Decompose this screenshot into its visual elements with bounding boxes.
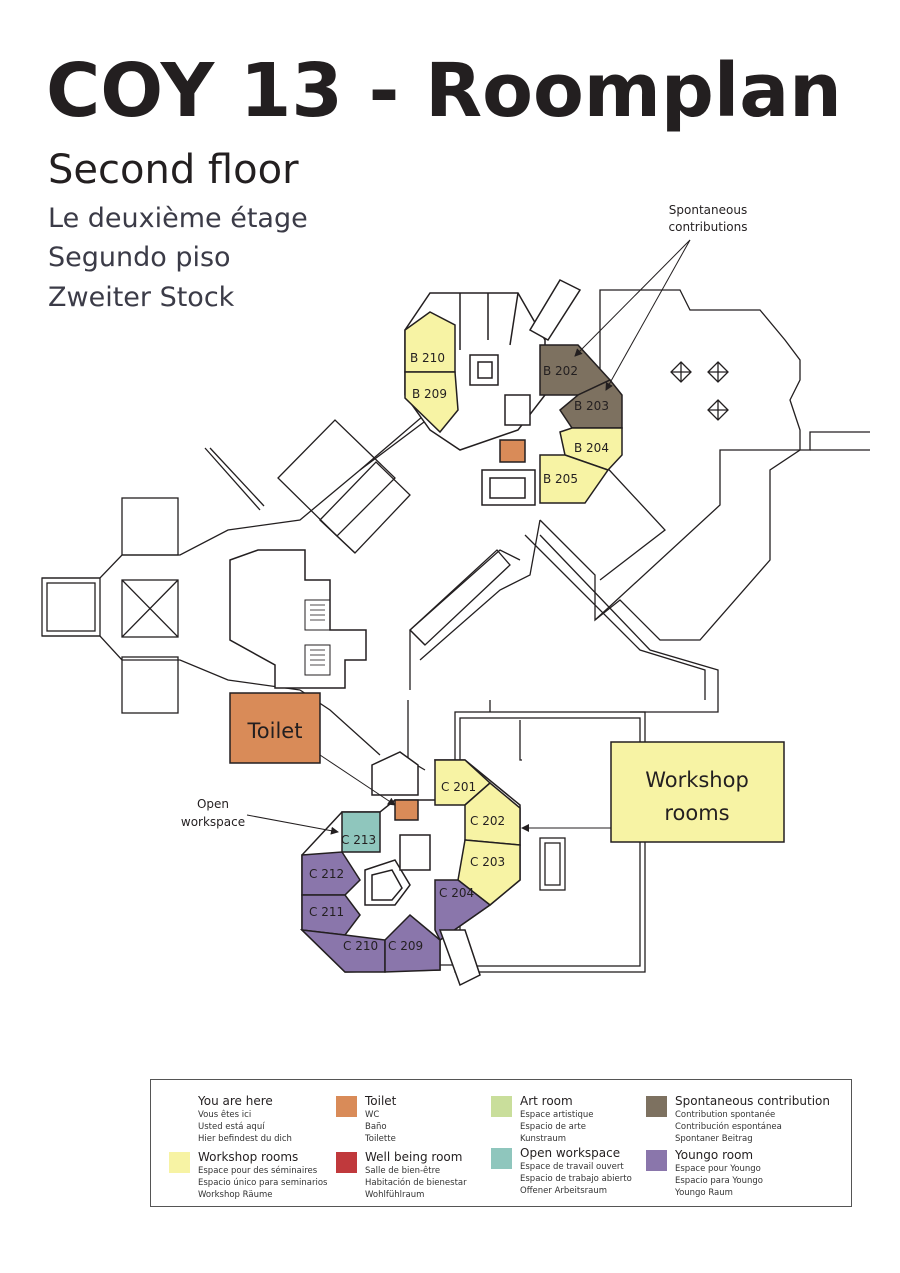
- legend-sub: Baño: [365, 1122, 387, 1132]
- legend-sub: Spontaner Beitrag: [675, 1134, 753, 1144]
- room-b209: [404, 371, 459, 434]
- workshop-callout-line2: rooms: [664, 801, 729, 825]
- central-stair-block: [229, 549, 367, 689]
- legend-title: You are here: [198, 1094, 273, 1108]
- room-label-b210: B 210: [410, 351, 445, 365]
- legend-title: Youngo room: [675, 1148, 754, 1162]
- toilet-b-block: [499, 439, 526, 463]
- room-c204: [434, 879, 492, 942]
- legend-sub: WC: [365, 1110, 380, 1120]
- room-label-c213: C 213: [341, 833, 376, 847]
- room-label-b205: B 205: [543, 472, 578, 486]
- open-workspace-label-line1: Open: [197, 797, 229, 811]
- legend-sub: Offener Arbeitsraum: [520, 1186, 608, 1196]
- legend-sub: Habitación de bienestar: [365, 1178, 467, 1188]
- legend-sub: Espace artistique: [520, 1110, 594, 1120]
- legend-sub: Contribución espontánea: [675, 1122, 782, 1132]
- room-label-c209: C 209: [388, 939, 423, 953]
- page-title: COY 13 - Roomplan: [46, 48, 842, 134]
- workshop-callout-line1: Workshop: [645, 768, 749, 792]
- legend-sub: Hier befindest du dich: [198, 1134, 292, 1144]
- workshop-callout: Workshop rooms: [521, 741, 785, 843]
- legend-swatch: [491, 1096, 512, 1117]
- room-b210: [404, 311, 456, 373]
- legend-swatch: [336, 1152, 357, 1173]
- legend-swatch: [336, 1096, 357, 1117]
- toilet-c-block: [394, 799, 419, 821]
- legend-title: Spontaneous contribution: [675, 1094, 830, 1108]
- room-c212: [301, 851, 361, 896]
- legend-sub: Youngo Raum: [675, 1188, 733, 1198]
- spontaneous-callout: Spontaneous contributions: [574, 203, 748, 391]
- legend-sub: Usted está aquí: [198, 1122, 265, 1132]
- legend-sub: Espace pour Youngo: [675, 1164, 761, 1174]
- room-label-c212: C 212: [309, 867, 344, 881]
- legend-swatch: [491, 1148, 512, 1169]
- room-b205: [539, 454, 610, 504]
- room-label-b204: B 204: [574, 441, 609, 455]
- legend-sub: Toilette: [365, 1134, 396, 1144]
- legend-sub: Espace pour des séminaires: [198, 1166, 318, 1176]
- legend-sub: Salle de bien-être: [365, 1166, 441, 1176]
- legend-sub: Espace de travail ouvert: [520, 1162, 624, 1172]
- legend-title: Art room: [520, 1094, 573, 1108]
- spontaneous-label-line2: contributions: [669, 220, 748, 234]
- room-label-b202: B 202: [543, 364, 578, 378]
- legend-sub: Espacio único para seminarios: [198, 1178, 328, 1188]
- b-building: [404, 279, 623, 506]
- floor-german: Zweiter Stock: [48, 282, 235, 313]
- room-c203: [457, 839, 521, 906]
- room-c209: [384, 913, 441, 973]
- legend-sub: Contribution spontanée: [675, 1110, 776, 1120]
- legend-title: Workshop rooms: [198, 1150, 299, 1164]
- legend-sub: Espacio de trabajo abierto: [520, 1174, 632, 1184]
- spontaneous-label-line1: Spontaneous: [669, 203, 747, 217]
- room-label-c204: C 204: [439, 886, 474, 900]
- legend-swatch: [646, 1150, 667, 1171]
- room-label-c211: C 211: [309, 905, 344, 919]
- open-workspace-callout: Open workspace: [181, 797, 339, 835]
- legend-title: Open workspace: [520, 1146, 621, 1160]
- floor-subtitle: Second floor: [48, 147, 299, 193]
- legend-sub: Workshop Räume: [198, 1190, 273, 1200]
- room-c202: [464, 782, 521, 846]
- toilet-callout-label: Toilet: [247, 719, 303, 743]
- room-label-b209: B 209: [412, 387, 447, 401]
- floor-spanish: Segundo piso: [48, 242, 231, 273]
- legend-sub: Vous êtes ici: [198, 1110, 252, 1120]
- floor-french: Le deuxième étage: [48, 203, 308, 234]
- legend-title: Well being room: [365, 1150, 463, 1164]
- room-label-c210: C 210: [343, 939, 378, 953]
- c-building: [299, 751, 521, 987]
- legend-sub: Espacio de arte: [520, 1122, 586, 1132]
- room-label-c201: C 201: [441, 780, 476, 794]
- room-c213: [341, 811, 381, 853]
- room-label-b203: B 203: [574, 399, 609, 413]
- toilet-callout: Toilet: [229, 692, 396, 806]
- open-workspace-label-line2: workspace: [181, 815, 245, 829]
- room-label-c203: C 203: [470, 855, 505, 869]
- legend-sub: Wohlfühlraum: [365, 1190, 425, 1200]
- legend-swatch: [169, 1152, 190, 1173]
- legend-sub: Espacio para Youngo: [675, 1176, 763, 1186]
- room-label-c202: C 202: [470, 814, 505, 828]
- legend-title: Toilet: [365, 1094, 397, 1108]
- legend-swatch: [646, 1096, 667, 1117]
- legend-sub: Kunstraum: [520, 1134, 567, 1144]
- map-legend: You are here Vous êtes ici Usted está aq…: [150, 1079, 852, 1207]
- room-c211: [301, 894, 361, 936]
